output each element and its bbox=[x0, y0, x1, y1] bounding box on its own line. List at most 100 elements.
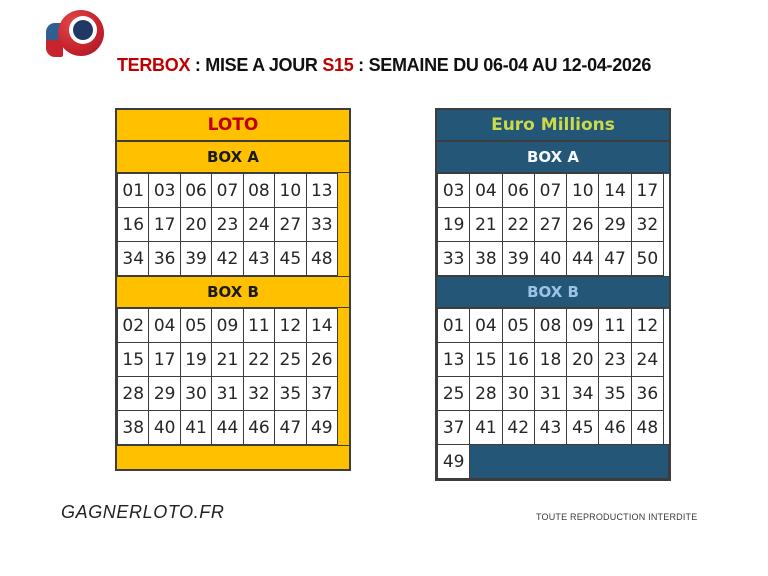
number-cell: 35 bbox=[598, 376, 632, 411]
number-cell: 09 bbox=[566, 308, 600, 343]
number-cell: 33 bbox=[305, 207, 339, 242]
number-cell: 46 bbox=[242, 410, 276, 445]
number-cell: 15 bbox=[116, 342, 150, 377]
number-row: 19 21 22 27 26 29 32 bbox=[436, 207, 669, 242]
number-cell: 20 bbox=[566, 342, 600, 377]
number-cell: 31 bbox=[533, 376, 568, 411]
filler-strip bbox=[663, 376, 669, 411]
number-cell: 17 bbox=[630, 173, 665, 208]
number-cell: 32 bbox=[630, 207, 665, 242]
number-cell: 30 bbox=[179, 376, 213, 411]
number-cell: 16 bbox=[116, 207, 150, 242]
number-cell: 06 bbox=[501, 173, 535, 208]
number-cell: 38 bbox=[116, 410, 150, 445]
number-cell: 45 bbox=[274, 241, 307, 276]
title-segment: TERBOX bbox=[116, 55, 191, 75]
number-cell: 03 bbox=[436, 173, 471, 208]
number-cell: 07 bbox=[533, 173, 568, 208]
number-cell: 28 bbox=[469, 376, 503, 411]
loto-number-grid: 02 04 05 09 11 12 14 15 17 19 21 22 25 26 28 29 30 31 32 35… bbox=[116, 308, 349, 445]
number-row: 38 40 41 44 46 47 49 bbox=[116, 410, 349, 445]
number-cell: 21 bbox=[211, 342, 244, 377]
euromillions-number-grid: 01 04 05 08 09 11 12 13 15 16 18 20 23 24 25 28 30 31 34 35… bbox=[436, 308, 669, 479]
number-cell: 09 bbox=[211, 308, 244, 343]
number-cell: 13 bbox=[436, 342, 471, 377]
number-row: 25 28 30 31 34 35 36 bbox=[436, 376, 669, 411]
number-cell: 05 bbox=[501, 308, 535, 343]
euromillions-number-grid: 03 04 06 07 10 14 17 19 21 22 27 26 29 32 33 38 39 40 44 47… bbox=[436, 173, 669, 276]
title-segment: : MISE A JOUR bbox=[190, 55, 323, 75]
filler-strip bbox=[663, 207, 669, 242]
number-cell: 25 bbox=[274, 342, 307, 377]
number-cell: 18 bbox=[533, 342, 568, 377]
number-cell: 04 bbox=[469, 308, 503, 343]
number-cell: 42 bbox=[501, 410, 535, 445]
number-cell: 17 bbox=[148, 207, 181, 242]
number-cell: 08 bbox=[533, 308, 568, 343]
number-cell: 47 bbox=[598, 241, 632, 276]
loto-box-a-header: BOX A bbox=[117, 141, 349, 173]
number-cell: 40 bbox=[148, 410, 181, 445]
number-cell: 16 bbox=[501, 342, 535, 377]
number-row: 33 38 39 40 44 47 50 bbox=[436, 241, 669, 276]
number-cell: 34 bbox=[116, 241, 150, 276]
number-cell: 03 bbox=[148, 173, 181, 208]
filler-strip bbox=[337, 308, 349, 343]
filler-strip bbox=[663, 173, 669, 208]
number-cell: 10 bbox=[566, 173, 600, 208]
number-row: 37 41 42 43 45 46 48 bbox=[436, 410, 669, 445]
filler-strip bbox=[337, 342, 349, 377]
filler-strip bbox=[337, 207, 349, 242]
number-cell: 02 bbox=[116, 308, 150, 343]
number-cell: 17 bbox=[148, 342, 181, 377]
number-cell: 45 bbox=[566, 410, 600, 445]
number-cell: 44 bbox=[566, 241, 600, 276]
copyright-notice: TOUTE REPRODUCTION INTERDITE bbox=[536, 512, 698, 522]
number-cell: 05 bbox=[179, 308, 213, 343]
number-cell: 39 bbox=[501, 241, 535, 276]
number-row: 02 04 05 09 11 12 14 bbox=[116, 308, 349, 343]
filler-strip bbox=[663, 342, 669, 377]
filler-strip bbox=[337, 241, 349, 276]
number-cell: 27 bbox=[533, 207, 568, 242]
euromillions-title: Euro Millions bbox=[437, 110, 669, 141]
number-cell: 37 bbox=[436, 410, 471, 445]
number-cell: 19 bbox=[436, 207, 471, 242]
filler-strip bbox=[337, 376, 349, 411]
number-cell: 10 bbox=[274, 173, 307, 208]
number-cell: 42 bbox=[211, 241, 244, 276]
number-cell: 14 bbox=[305, 308, 339, 343]
number-cell: 04 bbox=[469, 173, 503, 208]
number-row: 03 04 06 07 10 14 17 bbox=[436, 173, 669, 208]
loto-title: LOTO bbox=[117, 110, 349, 141]
number-cell: 31 bbox=[211, 376, 244, 411]
number-cell: 46 bbox=[598, 410, 632, 445]
number-row: 15 17 19 21 22 25 26 bbox=[116, 342, 349, 377]
number-cell: 43 bbox=[242, 241, 276, 276]
number-cell: 37 bbox=[305, 376, 339, 411]
number-cell: 48 bbox=[630, 410, 665, 445]
empty-merged-cell bbox=[469, 444, 669, 479]
number-cell: 15 bbox=[469, 342, 503, 377]
loto-box-b-header: BOX B bbox=[117, 276, 349, 308]
number-row: 49 bbox=[436, 444, 669, 479]
filler-strip bbox=[337, 410, 349, 445]
number-cell: 13 bbox=[305, 173, 339, 208]
number-cell: 26 bbox=[566, 207, 600, 242]
number-cell: 30 bbox=[501, 376, 535, 411]
number-row: 13 15 16 18 20 23 24 bbox=[436, 342, 669, 377]
number-cell: 12 bbox=[630, 308, 665, 343]
euromillions-box-a-header: BOX A bbox=[437, 141, 669, 173]
number-cell: 19 bbox=[179, 342, 213, 377]
site-name: GAGNERLOTO.FR bbox=[61, 502, 225, 522]
number-cell: 23 bbox=[598, 342, 632, 377]
number-cell: 48 bbox=[305, 241, 339, 276]
number-cell: 40 bbox=[533, 241, 568, 276]
number-cell: 50 bbox=[630, 241, 665, 276]
number-cell: 01 bbox=[436, 308, 471, 343]
number-cell: 06 bbox=[179, 173, 213, 208]
filler-strip bbox=[663, 308, 669, 343]
number-cell: 32 bbox=[242, 376, 276, 411]
number-cell: 24 bbox=[630, 342, 665, 377]
